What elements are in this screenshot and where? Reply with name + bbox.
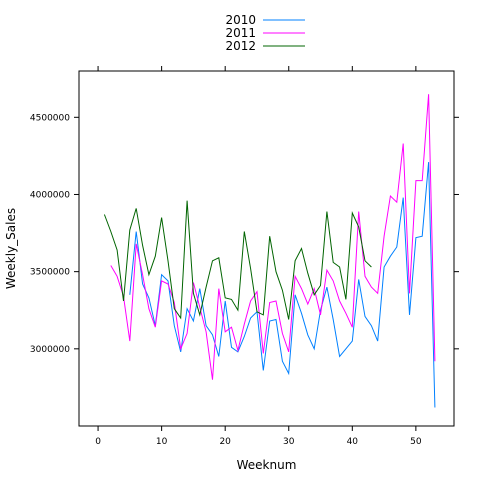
legend-label-2010: 2010 bbox=[225, 13, 256, 27]
legend-label-2011: 2011 bbox=[225, 26, 256, 40]
series-line-2012 bbox=[103, 200, 372, 320]
x-axis-title: Weeknum bbox=[237, 458, 297, 472]
x-tick-label: 30 bbox=[283, 437, 295, 447]
y-axis-title: Weekly_Sales bbox=[4, 208, 18, 289]
x-tick-label: 10 bbox=[156, 437, 168, 447]
x-tick-label: 50 bbox=[410, 437, 422, 447]
series-line-2010 bbox=[129, 162, 436, 408]
series-layer bbox=[103, 94, 436, 408]
x-tick-label: 0 bbox=[95, 437, 101, 447]
y-tick-label: 3500000 bbox=[30, 268, 70, 278]
x-tick-label: 40 bbox=[347, 437, 359, 447]
axes: 0 10 20 30 40 50 3000000 3500000 4000000 4500000 bbox=[30, 66, 459, 447]
legend-label-2012: 2012 bbox=[225, 39, 256, 53]
y-tick-label: 4000000 bbox=[30, 190, 70, 200]
plot-frame bbox=[78, 70, 455, 427]
y-tick-label: 4500000 bbox=[30, 113, 70, 123]
x-tick-label: 20 bbox=[219, 437, 231, 447]
y-tick-label: 3000000 bbox=[30, 345, 70, 355]
series-line-2011 bbox=[110, 94, 436, 380]
